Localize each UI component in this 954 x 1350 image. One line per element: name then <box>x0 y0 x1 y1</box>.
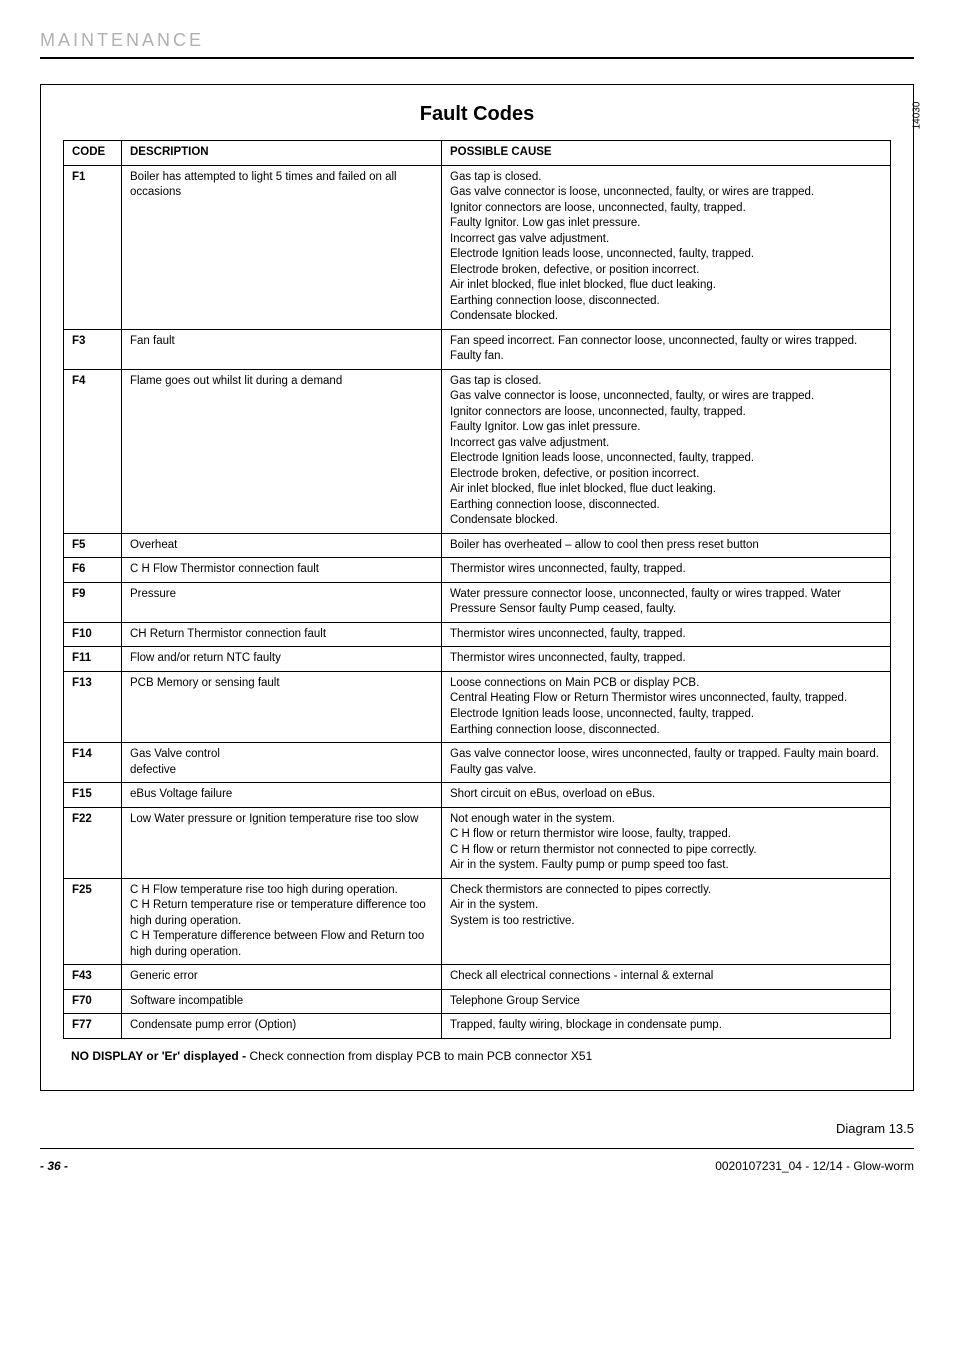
table-row: F3Fan faultFan speed incorrect. Fan conn… <box>64 329 891 369</box>
cell-code: F3 <box>64 329 122 369</box>
side-label: 14030 <box>912 102 923 130</box>
cell-code: F14 <box>64 743 122 783</box>
cell-cause: Check thermistors are connected to pipes… <box>442 878 891 965</box>
cell-cause: Loose connections on Main PCB or display… <box>442 671 891 742</box>
table-row: F6C H Flow Thermistor connection faultTh… <box>64 558 891 583</box>
footnote: NO DISPLAY or 'Er' displayed - Check con… <box>63 1039 891 1065</box>
cell-description: Fan fault <box>122 329 442 369</box>
cell-code: F22 <box>64 807 122 878</box>
cell-description: PCB Memory or sensing fault <box>122 671 442 742</box>
cell-description: Low Water pressure or Ignition temperatu… <box>122 807 442 878</box>
table-row: F9PressureWater pressure connector loose… <box>64 582 891 622</box>
footnote-bold: NO DISPLAY or 'Er' displayed - <box>71 1049 249 1063</box>
cell-code: F9 <box>64 582 122 622</box>
cell-cause: Short circuit on eBus, overload on eBus. <box>442 783 891 808</box>
cell-description: C H Flow Thermistor connection fault <box>122 558 442 583</box>
table-row: F77Condensate pump error (Option)Trapped… <box>64 1014 891 1039</box>
cell-cause: Trapped, faulty wiring, blockage in cond… <box>442 1014 891 1039</box>
table-row: F43Generic errorCheck all electrical con… <box>64 965 891 990</box>
header-cause: POSSIBLE CAUSE <box>442 141 891 166</box>
table-row: F15eBus Voltage failureShort circuit on … <box>64 783 891 808</box>
cell-code: F77 <box>64 1014 122 1039</box>
cell-description: Generic error <box>122 965 442 990</box>
cell-code: F13 <box>64 671 122 742</box>
cell-code: F15 <box>64 783 122 808</box>
cell-code: F43 <box>64 965 122 990</box>
table-row: F70Software incompatibleTelephone Group … <box>64 989 891 1014</box>
cell-description: Overheat <box>122 533 442 558</box>
cell-description: Software incompatible <box>122 989 442 1014</box>
cell-description: Gas Valve control defective <box>122 743 442 783</box>
cell-cause: Boiler has overheated – allow to cool th… <box>442 533 891 558</box>
section-header: MAINTENANCE <box>40 30 914 59</box>
cell-description: Flow and/or return NTC faulty <box>122 647 442 672</box>
cell-cause: Gas tap is closed. Gas valve connector i… <box>442 165 891 329</box>
table-row: F14Gas Valve control defectiveGas valve … <box>64 743 891 783</box>
cell-cause: Water pressure connector loose, unconnec… <box>442 582 891 622</box>
header-description: DESCRIPTION <box>122 141 442 166</box>
cell-code: F11 <box>64 647 122 672</box>
cell-cause: Gas tap is closed. Gas valve connector i… <box>442 369 891 533</box>
cell-code: F5 <box>64 533 122 558</box>
table-row: F13PCB Memory or sensing faultLoose conn… <box>64 671 891 742</box>
cell-description: Boiler has attempted to light 5 times an… <box>122 165 442 329</box>
table-row: F1Boiler has attempted to light 5 times … <box>64 165 891 329</box>
footer: - 36 - 0020107231_04 - 12/14 - Glow-worm <box>40 1148 914 1173</box>
footer-right: 0020107231_04 - 12/14 - Glow-worm <box>715 1159 914 1173</box>
cell-description: eBus Voltage failure <box>122 783 442 808</box>
cell-code: F10 <box>64 622 122 647</box>
table-row: F5OverheatBoiler has overheated – allow … <box>64 533 891 558</box>
cell-code: F25 <box>64 878 122 965</box>
cell-description: C H Flow temperature rise too high durin… <box>122 878 442 965</box>
cell-cause: Thermistor wires unconnected, faulty, tr… <box>442 622 891 647</box>
fault-codes-table: CODE DESCRIPTION POSSIBLE CAUSE F1Boiler… <box>63 140 891 1039</box>
table-row: F11Flow and/or return NTC faultyThermist… <box>64 647 891 672</box>
cell-cause: Gas valve connector loose, wires unconne… <box>442 743 891 783</box>
cell-description: Pressure <box>122 582 442 622</box>
cell-code: F70 <box>64 989 122 1014</box>
header-code: CODE <box>64 141 122 166</box>
cell-description: Condensate pump error (Option) <box>122 1014 442 1039</box>
cell-code: F4 <box>64 369 122 533</box>
cell-description: Flame goes out whilst lit during a deman… <box>122 369 442 533</box>
diagram-label: Diagram 13.5 <box>40 1121 914 1136</box>
cell-cause: Fan speed incorrect. Fan connector loose… <box>442 329 891 369</box>
table-row: F4Flame goes out whilst lit during a dem… <box>64 369 891 533</box>
fault-codes-title: Fault Codes <box>63 103 891 126</box>
cell-code: F6 <box>64 558 122 583</box>
fault-codes-box: 14030 Fault Codes CODE DESCRIPTION POSSI… <box>40 84 914 1091</box>
cell-cause: Not enough water in the system. C H flow… <box>442 807 891 878</box>
cell-cause: Telephone Group Service <box>442 989 891 1014</box>
cell-cause: Check all electrical connections - inter… <box>442 965 891 990</box>
table-row: F25C H Flow temperature rise too high du… <box>64 878 891 965</box>
cell-code: F1 <box>64 165 122 329</box>
table-header-row: CODE DESCRIPTION POSSIBLE CAUSE <box>64 141 891 166</box>
cell-description: CH Return Thermistor connection fault <box>122 622 442 647</box>
table-row: F10CH Return Thermistor connection fault… <box>64 622 891 647</box>
page-number: - 36 - <box>40 1159 68 1173</box>
cell-cause: Thermistor wires unconnected, faulty, tr… <box>442 558 891 583</box>
table-row: F22Low Water pressure or Ignition temper… <box>64 807 891 878</box>
footnote-rest: Check connection from display PCB to mai… <box>249 1049 592 1063</box>
cell-cause: Thermistor wires unconnected, faulty, tr… <box>442 647 891 672</box>
